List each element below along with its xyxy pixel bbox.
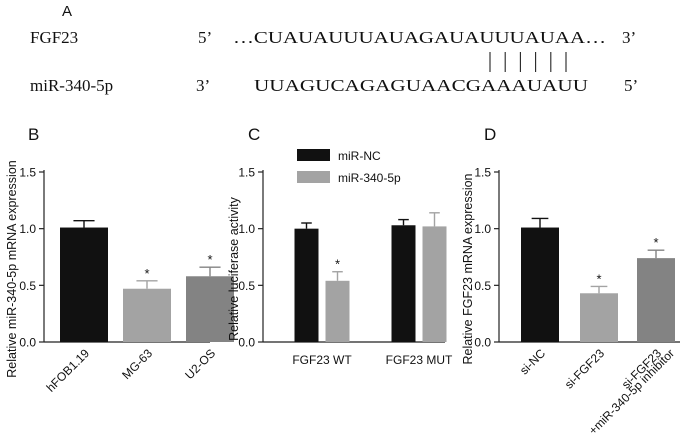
bar (580, 293, 618, 342)
y-tick-label: 0.5 (238, 279, 255, 293)
legend-label: miR-NC (338, 149, 381, 163)
gene-five-prime: 5’ (198, 28, 212, 47)
x-tick-label: si-FGF23 (562, 346, 607, 391)
panel-letter: D (484, 125, 496, 144)
panel-letter: B (28, 125, 39, 144)
mirna-name: miR-340-5p (30, 76, 113, 95)
x-tick-label: U2-OS (182, 346, 218, 382)
y-tick-label: 1.5 (19, 166, 36, 180)
bar (123, 288, 171, 342)
significance-marker: * (653, 235, 658, 250)
base-pairing-lines (489, 52, 567, 72)
bar (325, 280, 350, 342)
panel-c-chart: C 0.0 0.5 1.0 1.5 Relative luciferase activit… (227, 125, 453, 367)
gene-three-prime: 3’ (622, 28, 636, 47)
legend-swatch (297, 171, 330, 183)
significance-marker: * (596, 271, 601, 286)
bar (60, 227, 108, 342)
panel-letter: C (248, 125, 260, 144)
bar (391, 225, 416, 342)
x-tick-label: FGF23 MUT (386, 353, 453, 367)
mirna-five-prime: 5’ (624, 76, 638, 95)
panel-a-sequence-alignment: A FGF23 5’ …CUAUAUUUAUAGAUAUUUAUAA… 3’ m… (30, 3, 638, 95)
significance-marker: * (144, 266, 149, 281)
panel-a-letter: A (62, 3, 72, 20)
y-axis-label: Relative miR-340-5p mRNA expression (5, 160, 19, 377)
significance-marker: * (207, 252, 212, 267)
x-tick-label: MG-63 (119, 346, 155, 382)
mirna-three-prime: 3’ (196, 76, 210, 95)
significance-marker: * (335, 257, 340, 272)
mirna-sequence: UUAGUCAGAGUAACGAAAUAUU (254, 76, 588, 95)
x-tick-label: FGF23 WT (292, 353, 352, 367)
bar (521, 227, 559, 342)
bar (294, 228, 319, 342)
legend-label: miR-340-5p (338, 171, 401, 185)
gene-sequence: …CUAUAUUUAUAGAUAUUUAUAA… (233, 28, 606, 47)
legend-swatch (297, 149, 330, 161)
gene-name: FGF23 (30, 28, 78, 47)
y-tick-label: 1.0 (474, 222, 491, 236)
bar (186, 276, 234, 342)
bar (422, 226, 447, 342)
y-axis-label: Relative luciferase activity (227, 196, 241, 341)
y-axis-label: Relative FGF23 mRNA expression (461, 173, 475, 364)
y-tick-label: 1.5 (474, 166, 491, 180)
x-tick-label: hFOB1.19 (44, 346, 93, 395)
y-tick-label: 0.5 (19, 279, 36, 293)
y-tick-label: 0.0 (238, 336, 255, 350)
x-tick-label: si-NC (517, 346, 548, 377)
y-tick-label: 1.0 (19, 222, 36, 236)
y-tick-label: 0.5 (474, 279, 491, 293)
y-tick-label: 1.0 (238, 222, 255, 236)
y-tick-label: 0.0 (19, 336, 36, 350)
y-tick-label: 0.0 (474, 336, 491, 350)
y-tick-label: 1.5 (238, 166, 255, 180)
bar (637, 258, 675, 342)
